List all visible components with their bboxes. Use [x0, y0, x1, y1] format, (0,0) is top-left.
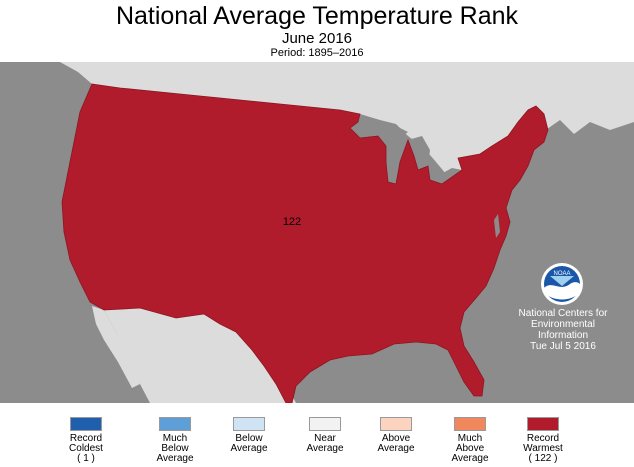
lake-erie: [430, 168, 462, 184]
legend-item-record-warmest: Record Warmest( 122 ): [511, 417, 575, 464]
period-label: Period: 1895–2016: [270, 47, 364, 59]
rank-label: 122: [282, 216, 302, 228]
legend-label: Above Average: [377, 433, 415, 454]
legend-swatch: [380, 417, 412, 431]
legend: Record Coldest( 1 ) Much Below Average Belo…: [0, 403, 634, 467]
legend-label: Near Average: [306, 433, 344, 454]
legend-label: Much Above Average: [451, 433, 489, 464]
temperature-rank-map: [0, 62, 634, 403]
chesapeake-bay: [494, 214, 500, 238]
svg-text:NOAA: NOAA: [553, 271, 570, 277]
lake-superior: [350, 120, 408, 140]
canada-land: [0, 62, 634, 174]
ncei-date: Tue Jul 5 2016: [530, 341, 596, 352]
legend-swatch: [454, 417, 486, 431]
ncei-credit: National Centers for Environmental Infor…: [516, 308, 610, 352]
legend-item-below: Below Average: [217, 417, 281, 454]
legend-swatch: [527, 417, 559, 431]
legend-item-much-below: Much Below Average: [143, 417, 207, 464]
legend-item-above: Above Average: [364, 417, 428, 454]
legend-swatch: [159, 417, 191, 431]
map-title: National Average Temperature Rank: [115, 2, 519, 30]
noaa-logo-icon: NOAA: [541, 263, 583, 305]
legend-item-record-coldest: Record Coldest( 1 ): [54, 417, 118, 464]
lake-michigan: [386, 144, 400, 184]
ncei-line: National Centers for: [518, 308, 608, 319]
map-subtitle: June 2016: [281, 30, 353, 47]
legend-item-much-above: Much Above Average: [438, 417, 502, 464]
legend-label: Record Warmest( 122 ): [523, 433, 563, 464]
legend-label: Below Average: [230, 433, 268, 454]
mexico-land: [104, 308, 296, 403]
header: National Average Temperature Rank June 2…: [0, 0, 634, 62]
lake-huron: [408, 136, 430, 170]
legend-swatch: [309, 417, 341, 431]
legend-swatch: [233, 417, 265, 431]
legend-item-near: Near Average: [293, 417, 357, 454]
contiguous-us: [61, 83, 549, 403]
baja-peninsula: [92, 306, 140, 388]
legend-label: Record Coldest( 1 ): [69, 433, 103, 464]
ncei-line: Environmental: [531, 319, 595, 330]
legend-swatch: [70, 417, 102, 431]
ncei-line: Information: [537, 330, 589, 341]
legend-label: Much Below Average: [156, 433, 194, 464]
